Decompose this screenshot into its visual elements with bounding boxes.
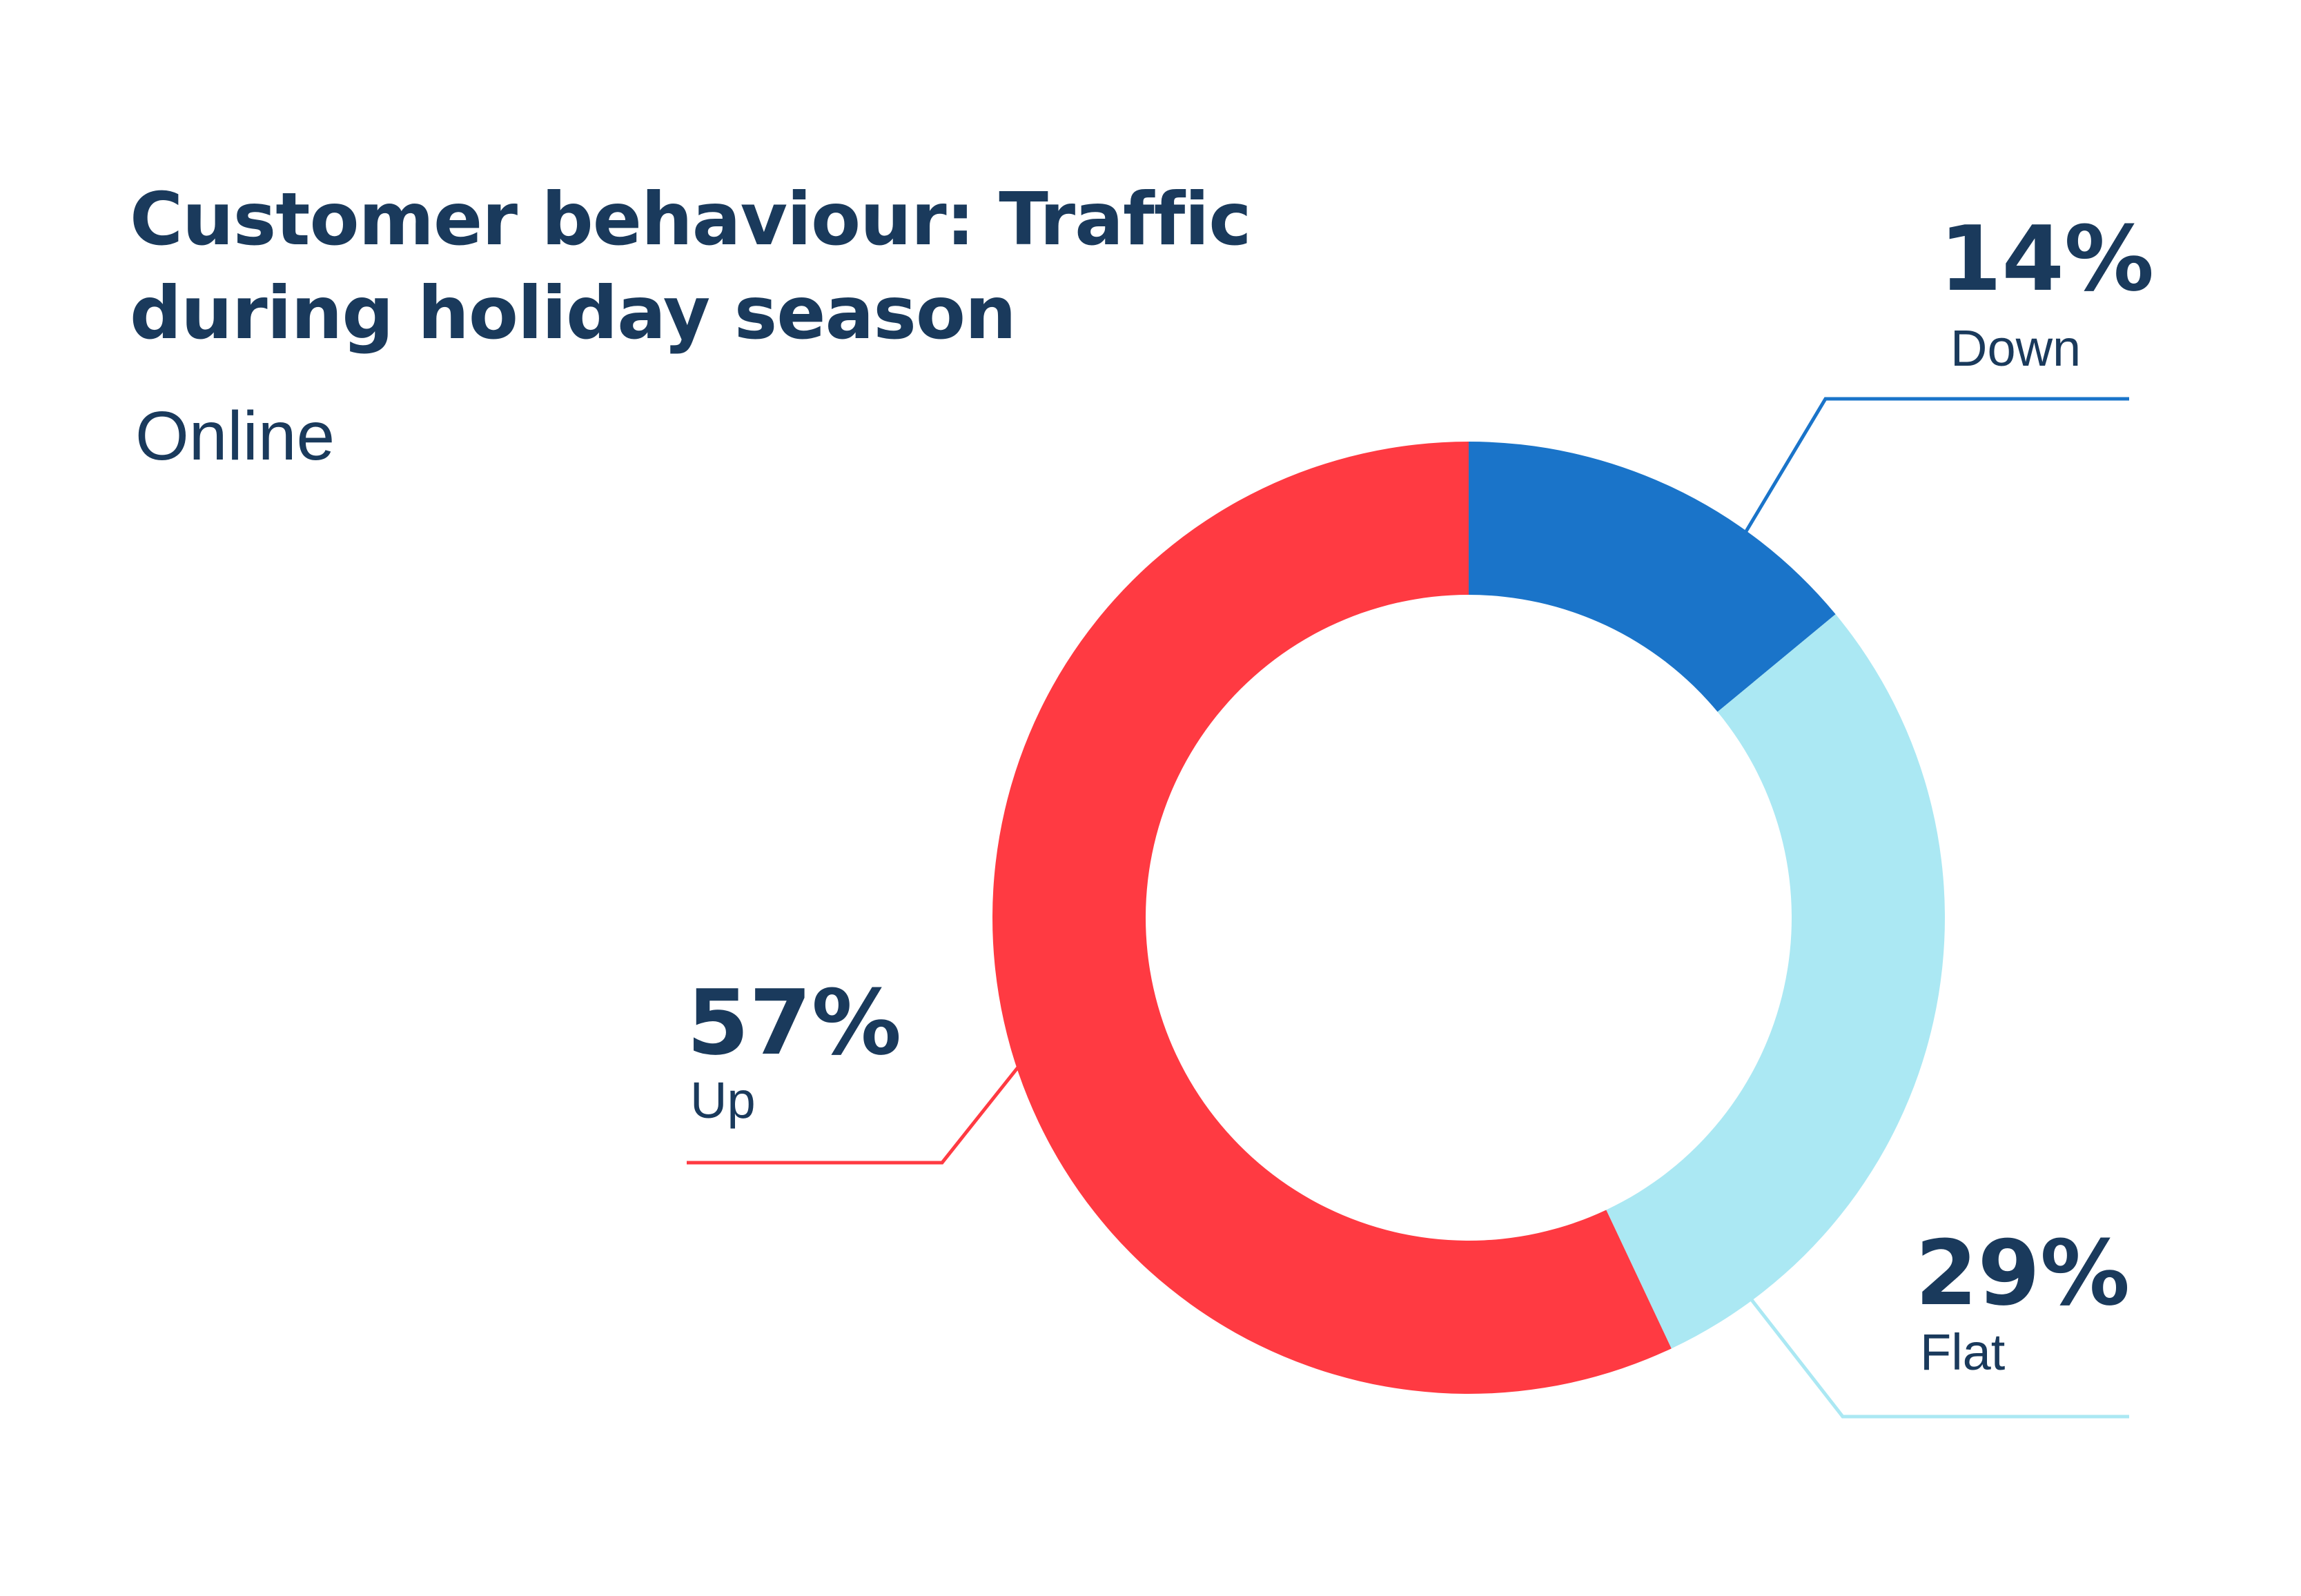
slice-label-flat: Flat — [1920, 1323, 2006, 1381]
slice-flat — [1606, 614, 1946, 1349]
donut-slices — [992, 442, 1946, 1395]
leader-line-up — [687, 1063, 1021, 1165]
slice-value-up: 57% — [687, 970, 901, 1075]
slice-down — [1469, 442, 1836, 712]
leader-line-flat — [1748, 1296, 2129, 1419]
chart-title-line-1: Customer behaviour: Traffic — [130, 177, 1252, 262]
chart-subtitle: Online — [135, 397, 335, 475]
slice-labels: 14% Down 29%Flat 57%Up — [687, 206, 2154, 1381]
slice-label-up: Up — [690, 1072, 756, 1129]
leader-line-down — [1744, 397, 2129, 533]
slice-value-flat: 29% — [1915, 1221, 2130, 1326]
slice-up — [992, 442, 1672, 1395]
chart-title-line-2: during holiday season — [130, 271, 1017, 355]
leader-lines — [687, 397, 2129, 1419]
slice-value-down: 14% — [1939, 206, 2154, 311]
slice-label-down: Down — [1950, 319, 2081, 377]
chart-title: Customer behaviour: Traffic during holid… — [130, 173, 1372, 360]
